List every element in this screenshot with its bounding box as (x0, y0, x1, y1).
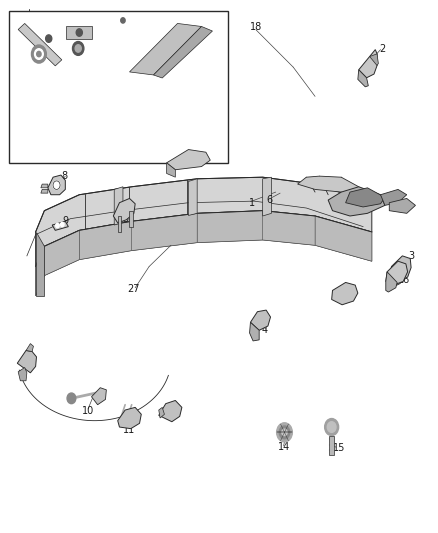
Polygon shape (390, 256, 411, 281)
Polygon shape (130, 23, 201, 75)
Text: 3: 3 (408, 251, 414, 261)
Circle shape (282, 429, 287, 435)
Circle shape (32, 45, 46, 63)
Circle shape (75, 45, 81, 52)
Circle shape (76, 29, 82, 36)
Polygon shape (263, 177, 272, 216)
Polygon shape (381, 189, 407, 205)
Text: 15: 15 (333, 443, 345, 453)
Text: 14: 14 (278, 442, 290, 452)
Text: 25: 25 (76, 11, 89, 21)
Circle shape (35, 49, 43, 59)
Polygon shape (41, 184, 48, 188)
Polygon shape (92, 387, 106, 405)
Circle shape (279, 426, 290, 439)
Text: 24: 24 (100, 11, 113, 21)
Circle shape (37, 51, 41, 56)
Text: 5: 5 (122, 214, 128, 224)
Text: 27: 27 (127, 284, 140, 294)
Polygon shape (153, 27, 212, 78)
Circle shape (73, 42, 84, 55)
Text: 13: 13 (182, 147, 194, 157)
Text: 4: 4 (262, 325, 268, 335)
Polygon shape (166, 163, 175, 177)
Polygon shape (197, 211, 263, 243)
Circle shape (46, 35, 52, 42)
Polygon shape (386, 261, 408, 285)
Polygon shape (118, 407, 141, 429)
Polygon shape (166, 150, 210, 169)
Text: 16: 16 (399, 275, 411, 285)
Text: 21: 21 (55, 15, 67, 26)
Polygon shape (17, 351, 36, 373)
Polygon shape (315, 216, 372, 261)
Polygon shape (370, 54, 378, 66)
Circle shape (67, 393, 76, 403)
Polygon shape (113, 198, 135, 223)
Polygon shape (250, 322, 259, 341)
Polygon shape (118, 216, 121, 232)
Text: 11: 11 (124, 425, 136, 435)
Polygon shape (358, 70, 368, 87)
Polygon shape (328, 187, 385, 216)
Circle shape (60, 222, 64, 227)
Circle shape (327, 422, 336, 432)
Text: 10: 10 (82, 406, 94, 416)
Text: 22: 22 (18, 35, 31, 45)
Polygon shape (263, 211, 315, 245)
Polygon shape (346, 188, 385, 207)
Polygon shape (132, 213, 197, 251)
Text: 26: 26 (24, 48, 36, 58)
Polygon shape (130, 211, 133, 227)
Polygon shape (114, 187, 123, 225)
Circle shape (56, 223, 59, 228)
Polygon shape (79, 221, 132, 260)
Polygon shape (66, 27, 92, 38)
Polygon shape (35, 177, 372, 266)
Text: 18: 18 (250, 22, 262, 33)
Bar (10, 11, 228, 163)
Text: 17: 17 (343, 289, 355, 299)
Polygon shape (386, 272, 397, 292)
Polygon shape (297, 176, 372, 203)
Polygon shape (188, 179, 197, 215)
Polygon shape (18, 368, 27, 381)
Circle shape (53, 181, 60, 189)
Polygon shape (329, 435, 334, 455)
Circle shape (325, 418, 339, 435)
Polygon shape (52, 221, 68, 230)
Polygon shape (390, 266, 402, 288)
Polygon shape (44, 230, 79, 276)
Text: 8: 8 (61, 171, 67, 181)
Polygon shape (389, 198, 416, 213)
Text: 12: 12 (167, 410, 179, 421)
Text: 9: 9 (62, 216, 68, 227)
Polygon shape (18, 23, 62, 66)
Polygon shape (26, 344, 33, 352)
Text: 7: 7 (18, 370, 25, 381)
Polygon shape (35, 246, 44, 296)
Text: 23: 23 (61, 46, 74, 56)
Polygon shape (332, 282, 358, 305)
Text: 2: 2 (380, 44, 386, 53)
Polygon shape (359, 50, 377, 78)
Text: 1: 1 (249, 198, 255, 208)
Polygon shape (35, 232, 44, 296)
Text: 6: 6 (266, 195, 272, 205)
Text: 19: 19 (11, 14, 23, 24)
Polygon shape (35, 211, 372, 296)
Polygon shape (48, 175, 65, 195)
Polygon shape (251, 310, 271, 330)
Circle shape (121, 18, 125, 23)
Circle shape (277, 423, 292, 442)
Polygon shape (41, 189, 48, 193)
Text: 20: 20 (98, 37, 110, 46)
Polygon shape (159, 400, 182, 422)
Polygon shape (159, 407, 164, 418)
